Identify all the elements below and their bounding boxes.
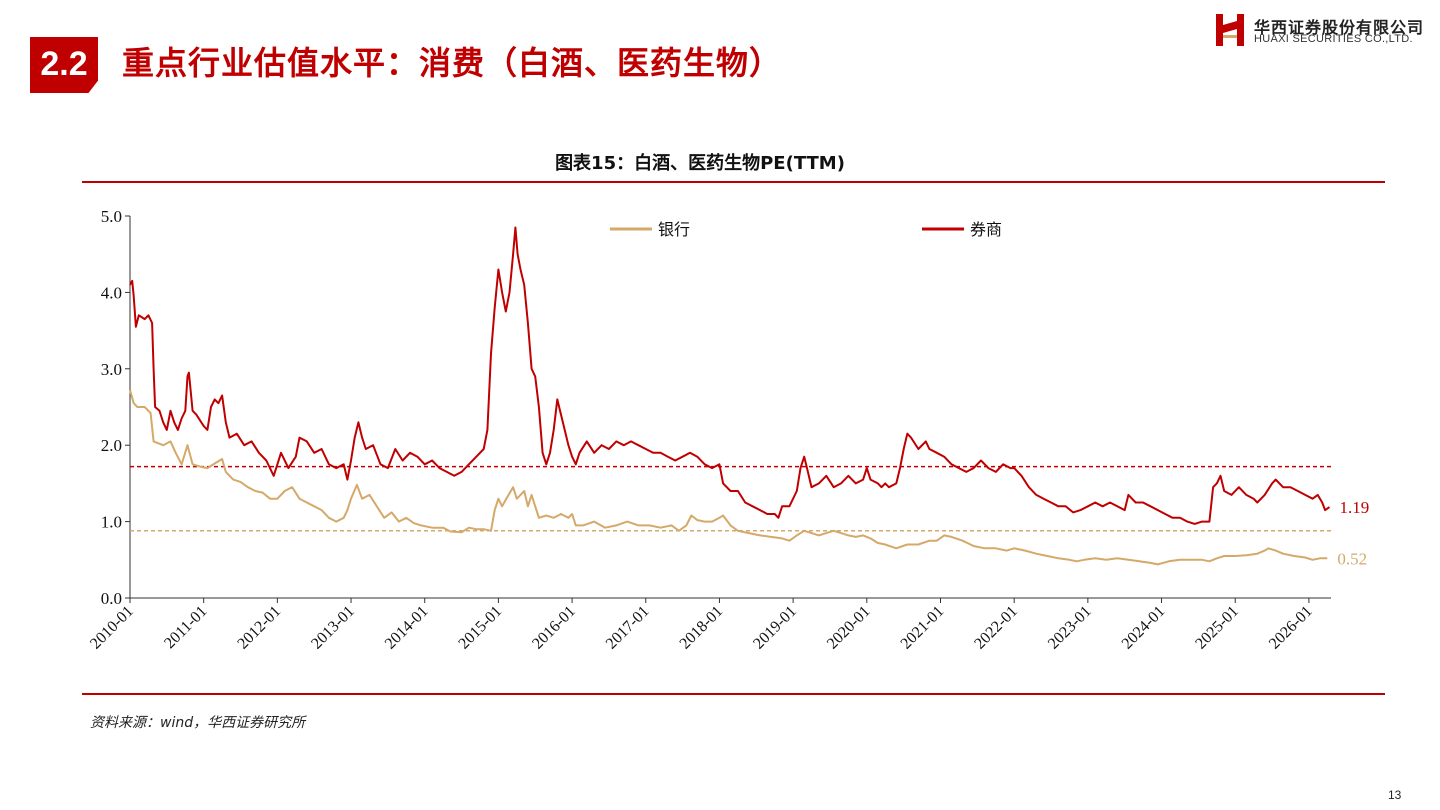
y-tick-label: 3.0 xyxy=(101,360,122,379)
x-tick-label: 2025-01 xyxy=(1192,603,1242,653)
x-tick-label: 2017-01 xyxy=(603,603,653,653)
logo-name-cn: 华西证券股份有限公司 xyxy=(1254,18,1425,37)
legend-label: 银行 xyxy=(658,220,690,239)
series-line-broker xyxy=(129,226,1331,525)
chart-axes: 0.0 1.0 2.0 3.0 4.0 5.0 2010-01 2011-01 2012-01 2… xyxy=(87,207,1331,653)
x-tick-label: 2016-01 xyxy=(529,603,579,653)
y-tick-label: 4.0 xyxy=(101,283,122,302)
y-tick-label: 5.0 xyxy=(101,207,122,226)
series-line-bank xyxy=(129,389,1328,566)
legend-label: 券商 xyxy=(970,220,1002,239)
x-tick-label: 2012-01 xyxy=(234,603,284,653)
logo-name-en: HUAXI SECURITIES CO.,LTD. xyxy=(1254,33,1413,45)
x-tick-label: 2013-01 xyxy=(308,603,358,653)
source-note: 资料来源：wind，华西证券研究所 xyxy=(90,715,306,731)
x-tick-label: 2020-01 xyxy=(824,603,874,653)
chart-legend: 银行 券商 xyxy=(610,220,1002,239)
x-tick-label: 2022-01 xyxy=(971,603,1021,653)
x-tick-label: 2019-01 xyxy=(750,603,800,653)
x-tick-label: 2024-01 xyxy=(1119,603,1169,653)
x-tick-label: 2011-01 xyxy=(161,603,210,652)
y-tick-label: 1.0 xyxy=(101,513,122,532)
x-tick-label: 2018-01 xyxy=(677,603,727,653)
mean-reference-lines xyxy=(130,465,1331,532)
x-tick-label: 2026-01 xyxy=(1266,603,1316,653)
series-lines xyxy=(129,226,1331,566)
end-value-label: 0.52 xyxy=(1337,549,1367,568)
huaxi-logo-icon xyxy=(1216,14,1244,46)
x-tick-label: 2023-01 xyxy=(1045,603,1095,653)
end-value-label: 1.19 xyxy=(1340,498,1370,517)
x-tick-label: 2015-01 xyxy=(456,603,506,653)
company-logo: 华西证券股份有限公司 HUAXI SECURITIES CO.,LTD. xyxy=(1216,14,1428,48)
page-title: 重点行业估值水平：消费（白酒、医药生物） xyxy=(122,44,783,82)
x-tick-label: 2014-01 xyxy=(382,603,432,653)
pe-line-chart: 0.0 1.0 2.0 3.0 4.0 5.0 2010-01 2011-01 2012-01 2… xyxy=(87,207,1369,653)
x-tick-label: 2021-01 xyxy=(898,603,948,653)
section-number-badge: 2.2 xyxy=(30,37,98,93)
figure-top-divider xyxy=(82,181,1385,183)
y-tick-label: 2.0 xyxy=(101,436,122,455)
page-number: 13 xyxy=(1388,788,1402,802)
chart-labels: 0.52 1.19 xyxy=(1337,498,1369,568)
y-tick-label: 0.0 xyxy=(101,589,122,608)
figure-title: 图表15：白酒、医药生物PE(TTM) xyxy=(555,153,845,174)
figure-bottom-divider xyxy=(82,693,1385,695)
x-tick-label: 2010-01 xyxy=(87,603,137,653)
